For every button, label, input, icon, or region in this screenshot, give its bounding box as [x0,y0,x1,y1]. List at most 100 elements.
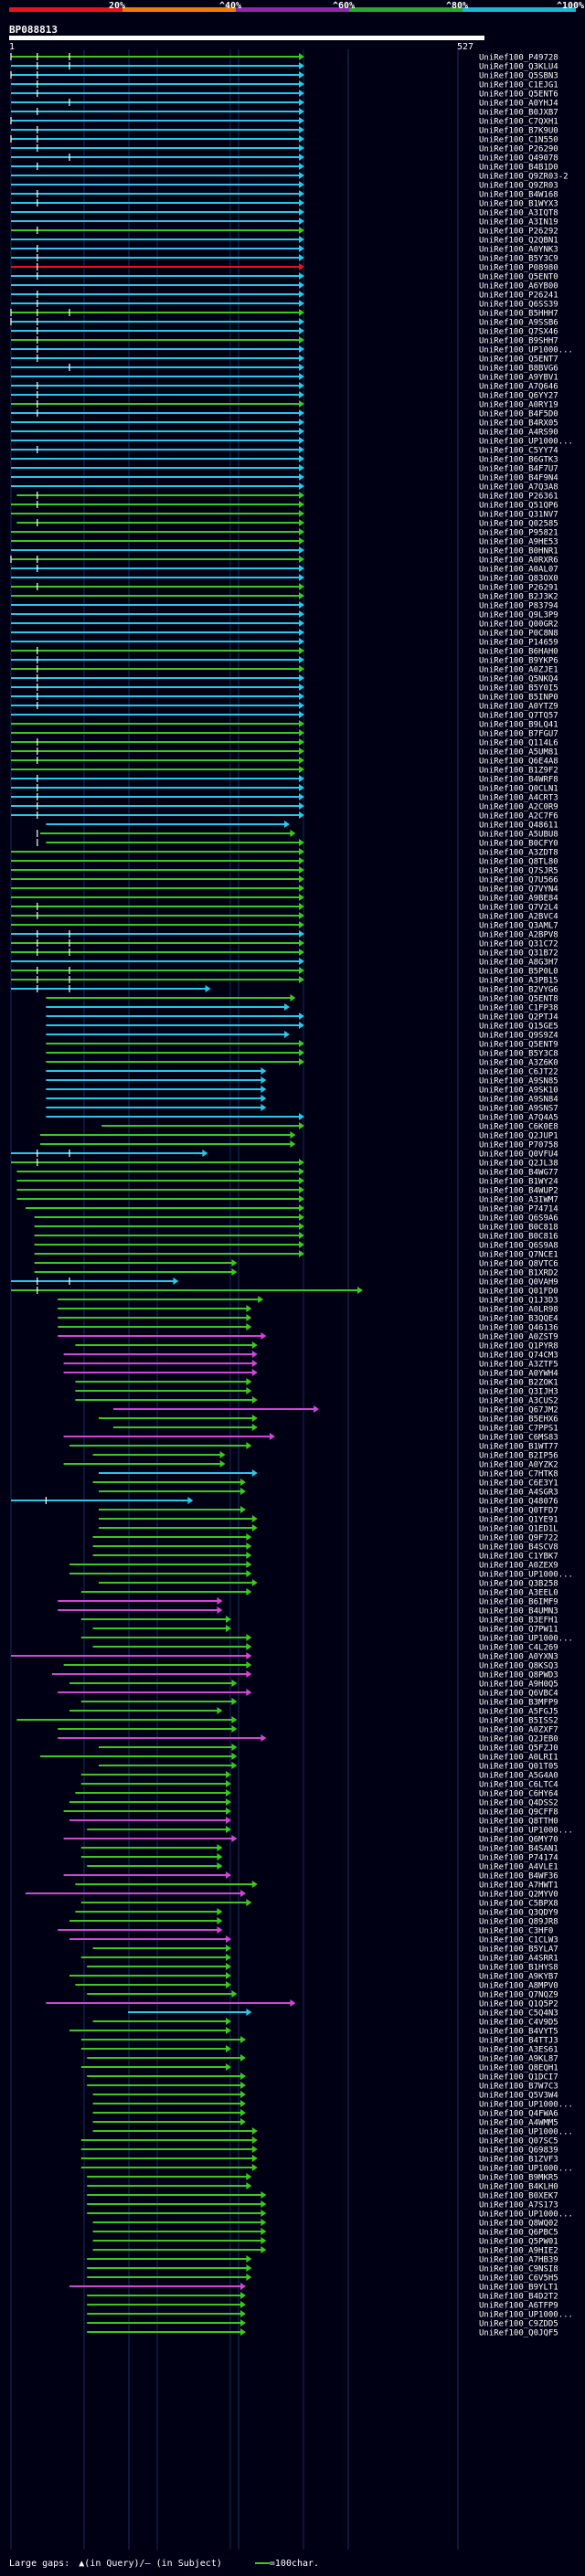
hit-label: UniRef100_A0LR98 [479,1306,558,1315]
alignment-arrowhead [299,921,304,928]
hit-label: UniRef100_A4SGR3 [479,1489,558,1498]
hit-label: UniRef100_Q6PBC5 [479,2229,558,2238]
alignment-arrowhead [226,1616,231,1623]
hit-label: UniRef100_Q114L6 [479,739,558,748]
hit-label: UniRef100_A5FGJ5 [479,1708,558,1717]
alignment-arrowhead [299,364,304,371]
hit-label: UniRef100_C3HF0 [479,1927,553,1936]
alignment-arrowhead [231,1680,238,1687]
alignment-arrowhead [299,1168,304,1175]
alignment-arrowhead [246,2182,252,2189]
hit-label: UniRef100_A9SNS7 [479,1105,558,1114]
alignment-arrowhead [251,1524,258,1532]
hit-label: UniRef100_Q3IJH3 [479,1388,558,1397]
hit-label: UniRef100_B2IP56 [479,1452,558,1461]
hit-label: UniRef100_A0ZXF7 [479,1726,558,1735]
hit-label: UniRef100_Q4DSS2 [479,1799,558,1808]
alignment-arrowhead [246,1561,252,1568]
hit-label: UniRef100_A0ZEX9 [479,1562,558,1571]
hit-label: UniRef100_B4WUP2 [479,1187,558,1196]
hit-label: UniRef100_B5INP0 [479,694,558,703]
hit-label: UniRef100_Q5ENT9 [479,1041,558,1050]
hit-label: UniRef100_Q1ED1L [479,1525,558,1534]
alignment-arrowhead [299,1159,304,1166]
hit-label: UniRef100_A7Q646 [479,383,558,392]
alignment-arrowhead [217,1844,223,1851]
hit-label: UniRef100_Q9ZR03-2 [479,173,569,182]
alignment-arrowhead [299,108,304,115]
alignment-arrowhead [299,126,304,133]
alignment-arrowhead [299,665,304,673]
hit-label: UniRef100_Q31B72 [479,949,558,959]
alignment-arrowhead [246,1542,252,1550]
hit-label: UniRef100_A3PB15 [479,977,558,986]
alignment-arrowhead [299,546,304,554]
hit-label: UniRef100_A4CRT3 [479,794,558,803]
alignment-arrowhead [299,1223,304,1230]
alignment-arrowhead [231,1725,238,1733]
hit-label: UniRef100_A7HWT1 [479,1882,558,1891]
hit-label: UniRef100_Q9S9Z4 [479,1032,558,1041]
alignment-arrowhead [299,510,304,517]
alignment-arrowhead [299,1040,304,1047]
hit-label: UniRef100_Q1Q5P2 [479,2000,558,2009]
hit-label: UniRef100_Q1PYR8 [479,1342,558,1352]
alignment-arrowhead [226,1771,231,1778]
scale-bar-icon [254,2562,270,2564]
alignment-arrowhead [251,2127,258,2135]
alignment-arrowhead [299,519,304,526]
alignment-arrowhead [299,482,304,490]
hit-label: UniRef100_A9SSB6 [479,319,558,328]
hit-label: UniRef100_Q2JL38 [479,1160,558,1169]
alignment-arrowhead [246,1588,252,1595]
hit-label: UniRef100_A0AL07 [479,566,558,575]
hit-label: UniRef100_P70758 [479,1141,558,1150]
hit-label: UniRef100_Q9L3P9 [479,611,558,620]
hit-label: UniRef100_Q01T05 [479,1763,558,1772]
alignment-arrowhead [246,1323,252,1330]
hit-label: UniRef100_Q3B258 [479,1580,558,1589]
scale-segment [463,7,576,12]
hit-label: UniRef100_Q0TFD7 [479,1507,558,1516]
alignment-arrowhead [299,610,304,618]
alignment-arrowhead [240,2054,246,2062]
hit-label: UniRef100_A0RXR6 [479,557,558,566]
hit-label: UniRef100_A7Q3A8 [479,483,558,493]
alignment-arrowhead [299,428,304,435]
alignment-arrowhead [246,1570,252,1577]
alignment-arrowhead [246,1661,252,1669]
hit-label: UniRef100_B3QQE4 [479,1315,558,1324]
hit-label: UniRef100_B7FGU7 [479,730,558,739]
alignment-arrowhead [299,574,304,581]
hit-label: UniRef100_B4F9N4 [479,474,558,483]
hit-label: UniRef100_B4W168 [479,191,558,200]
hit-label: UniRef100_B0XEK7 [479,2192,558,2201]
hit-label: UniRef100_P26361 [479,493,558,502]
alignment-arrowhead [299,811,304,819]
alignment-arrowhead [299,757,304,764]
alignment-arrowhead [299,144,304,152]
query-bar [9,36,484,40]
alignment-arrowhead [251,1351,258,1358]
hit-label: UniRef100_Q7PW11 [479,1626,558,1635]
alignment-arrowhead [299,967,304,974]
alignment-arrowhead [261,1086,267,1093]
query-gap-icon: ▲ [79,2559,85,2569]
hit-label: UniRef100_P0C8N8 [479,630,558,639]
hit-label: UniRef100_Q2JEB0 [479,1735,558,1744]
hit-label: UniRef100_B3MFP9 [479,1699,558,1708]
alignment-arrowhead [299,793,304,800]
hit-label: UniRef100_Q6MY70 [479,1836,558,1845]
scale-segment [122,7,236,12]
hit-label: UniRef100_UP1000... [479,2311,573,2320]
alignment-arrowhead [299,684,304,691]
hit-label: UniRef100_B4WF36 [479,1872,558,1882]
hit-label: UniRef100_Q2JUP1 [479,1132,558,1141]
hit-label: UniRef100_A4RS90 [479,429,558,438]
hit-label: UniRef100_A9SN85 [479,1077,558,1087]
hit-label: UniRef100_B9LQ41 [479,721,558,730]
alignment-arrowhead [284,821,290,828]
alignment-arrowhead [261,2200,267,2208]
hit-label: UniRef100_B1WYX3 [479,200,558,209]
hit-label: UniRef100_B0JXB7 [479,109,558,118]
